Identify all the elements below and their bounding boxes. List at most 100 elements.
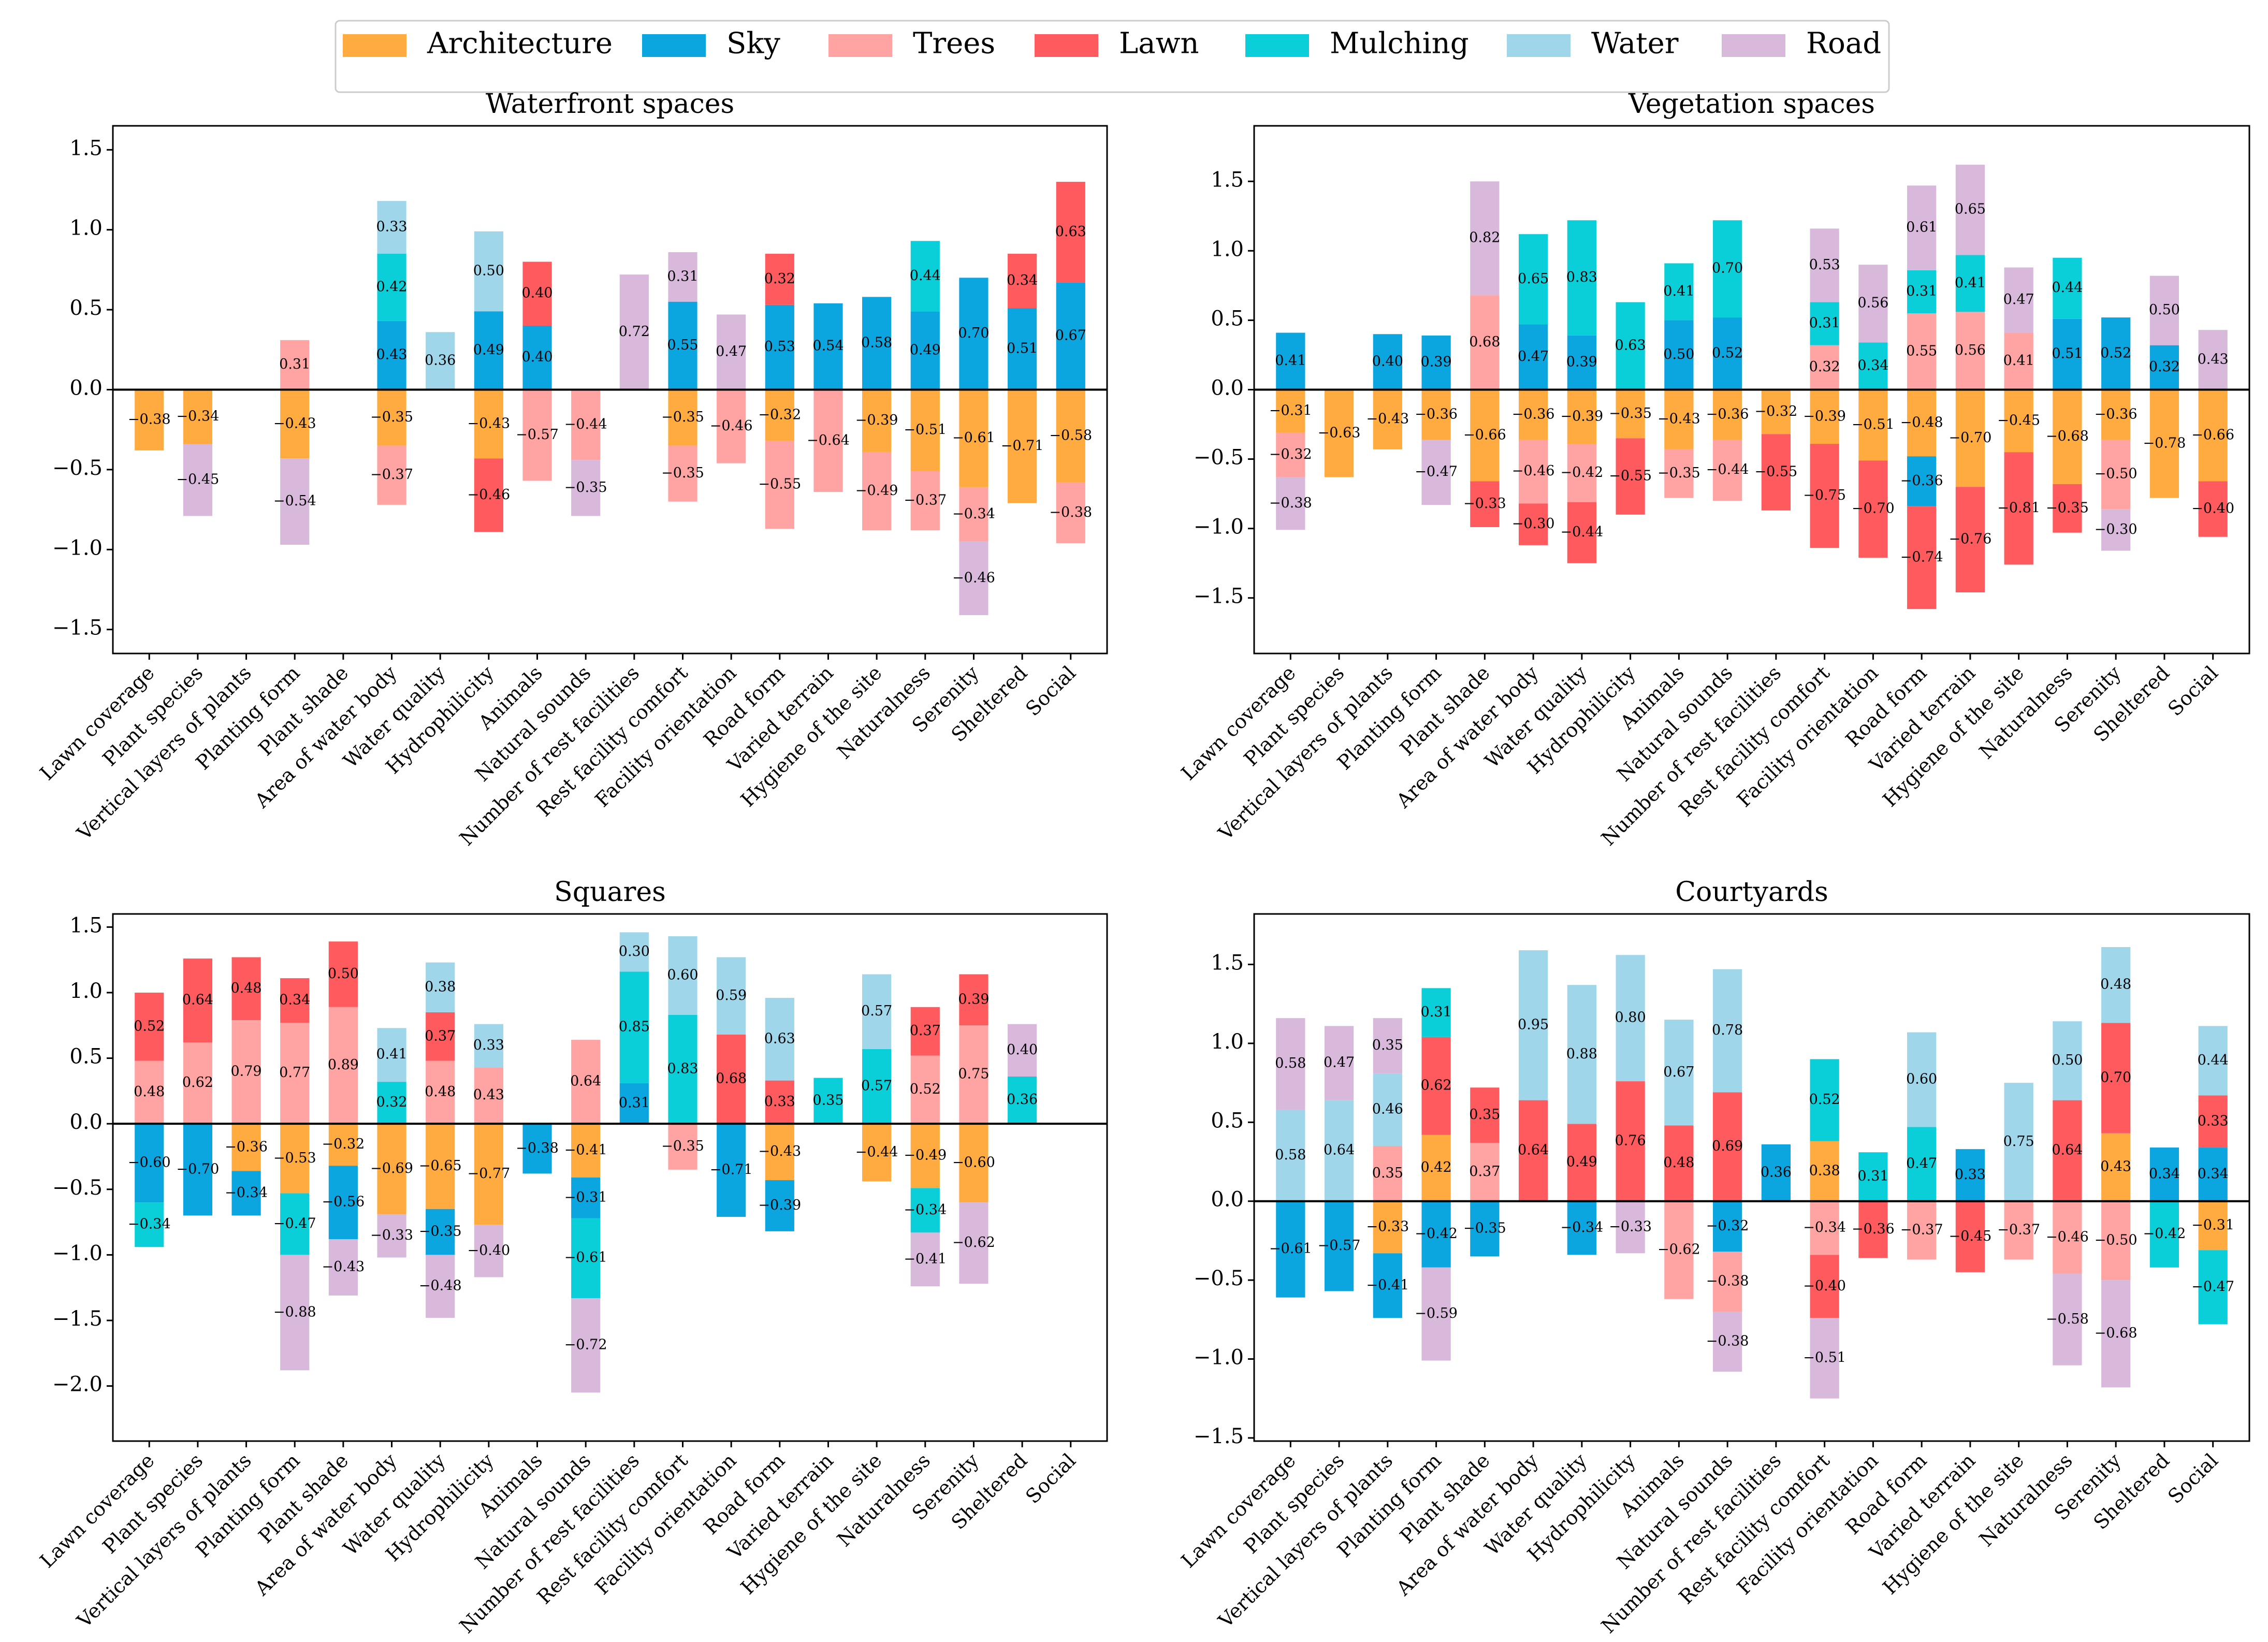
- bar-segment-trees: [1470, 1142, 1500, 1201]
- data-label: −0.61: [1269, 1241, 1312, 1257]
- data-label: 0.33: [2198, 1113, 2229, 1129]
- data-label: 0.50: [2052, 1052, 2083, 1068]
- y-tick-label: 1.5: [1211, 168, 1244, 192]
- data-label: −0.60: [952, 1155, 995, 1171]
- bar-segment-sky: [522, 325, 552, 390]
- bar-segment-road: [2004, 267, 2033, 333]
- data-label: −0.32: [1706, 1218, 1749, 1234]
- data-label: −0.46: [952, 570, 995, 586]
- data-label: 0.52: [2100, 345, 2131, 361]
- bar-segment-trees: [910, 1055, 940, 1124]
- bar-segment-trees: [280, 340, 310, 390]
- data-label: −0.75: [1803, 487, 1846, 503]
- data-label: −0.34: [128, 1216, 171, 1232]
- bar-segment-trees: [2053, 1201, 2082, 1274]
- data-label: 0.82: [1469, 230, 1500, 246]
- data-label: 0.53: [1809, 257, 1840, 273]
- bar-segment-trees: [1664, 449, 1694, 498]
- bar-segment-sky: [522, 1124, 552, 1174]
- bar-segment-water: [426, 962, 455, 1012]
- x-tick-label: Social: [1021, 661, 1080, 720]
- bar-segment-water: [1907, 1032, 1937, 1127]
- data-label: −0.55: [1755, 464, 1798, 480]
- bar-segment-mulching: [1712, 220, 1742, 318]
- data-label: 0.52: [134, 1018, 165, 1034]
- data-label: −0.50: [2095, 1232, 2138, 1248]
- bar-segment-sky: [1421, 335, 1451, 390]
- bar-segment-sky: [959, 278, 988, 390]
- bar-segment-lawn: [280, 978, 310, 1023]
- bar-segment-sky: [2149, 1147, 2179, 1201]
- legend-swatch-road: [1722, 34, 1785, 57]
- bar-segment-road: [2149, 275, 2179, 345]
- bar-segment-road: [2101, 1280, 2131, 1388]
- data-label: −0.41: [904, 1251, 947, 1267]
- data-label: −0.38: [1049, 504, 1092, 520]
- data-label: −0.35: [2046, 500, 2089, 516]
- data-label: 0.43: [376, 347, 407, 363]
- data-label: 0.65: [1518, 271, 1549, 287]
- data-label: −0.35: [1609, 405, 1652, 422]
- data-label: −0.35: [1463, 1220, 1506, 1237]
- bar-segment-lawn: [765, 254, 794, 305]
- bar-segment-architecture: [474, 389, 503, 459]
- data-label: −0.65: [419, 1158, 462, 1174]
- bar-segment-sky: [183, 1124, 212, 1216]
- data-label: 0.56: [1857, 295, 1888, 311]
- bar-segment-water: [2004, 1083, 2033, 1201]
- bar-segment-water: [426, 332, 455, 390]
- data-label: −0.36: [1512, 406, 1555, 422]
- data-label: −0.46: [2046, 1229, 2089, 1245]
- bar-segment-architecture: [1955, 389, 1985, 487]
- data-label: −0.58: [1049, 428, 1092, 444]
- chart-panels: Waterfront spaces −0.38 −0.34 −0.45 0.31 −0.4…: [36, 89, 2250, 1638]
- bar-segment-architecture: [1616, 389, 1645, 439]
- data-label: 0.47: [1324, 1055, 1355, 1071]
- bar-segment-mulching: [910, 241, 940, 312]
- bar-segment-water: [619, 932, 649, 972]
- bar-segment-road: [959, 1202, 988, 1284]
- data-label: −0.76: [1949, 531, 1992, 547]
- bar-segment-mulching: [1567, 220, 1596, 336]
- data-label: 0.50: [1663, 346, 1694, 362]
- legend-label-road: Road: [1806, 27, 1881, 61]
- data-label: 0.53: [764, 339, 795, 355]
- bar-segment-water: [474, 231, 503, 312]
- bar-segment-water: [717, 957, 746, 1035]
- data-label: 0.32: [764, 271, 795, 287]
- bar-segment-road: [280, 1255, 310, 1371]
- data-label: 0.63: [1055, 224, 1086, 240]
- bar-segment-lawn: [231, 957, 261, 1021]
- data-label: 0.36: [1761, 1164, 1792, 1180]
- bar-segment-mulching: [1858, 342, 1888, 390]
- data-label: 0.48: [2100, 977, 2131, 993]
- data-label: −0.36: [2095, 406, 2138, 422]
- y-tick-label: 0.5: [69, 296, 103, 320]
- data-label: 0.31: [279, 356, 310, 372]
- bar-segment-architecture: [2101, 389, 2131, 440]
- data-label: 0.50: [473, 263, 504, 279]
- bar-segment-mulching: [1664, 263, 1694, 321]
- y-tick-label: 0.5: [1211, 1109, 1244, 1132]
- bar-segment-water: [2198, 1026, 2228, 1096]
- data-label: 0.44: [910, 268, 941, 284]
- bar-segment-mulching: [135, 1202, 164, 1247]
- data-label: 0.77: [279, 1065, 310, 1081]
- data-label: −0.34: [952, 506, 995, 522]
- data-label: 0.89: [328, 1057, 359, 1073]
- data-label: 0.70: [1712, 260, 1743, 277]
- bar-segment-trees: [426, 1060, 455, 1124]
- panel-title: Vegetation spaces: [1628, 89, 1875, 120]
- data-label: −0.42: [1415, 1226, 1458, 1242]
- data-label: −0.34: [177, 408, 220, 424]
- bar-segment-trees: [2004, 332, 2033, 390]
- data-label: 0.65: [1955, 201, 1986, 217]
- bar-segment-water: [668, 936, 697, 1015]
- panel-title: Courtyards: [1675, 877, 1828, 908]
- bar-segment-architecture: [765, 1124, 794, 1181]
- bar-segment-architecture: [280, 1124, 310, 1194]
- y-tick-label: −1.5: [1194, 1425, 1244, 1448]
- data-label: −0.61: [564, 1249, 607, 1266]
- data-label: −0.47: [1415, 464, 1458, 480]
